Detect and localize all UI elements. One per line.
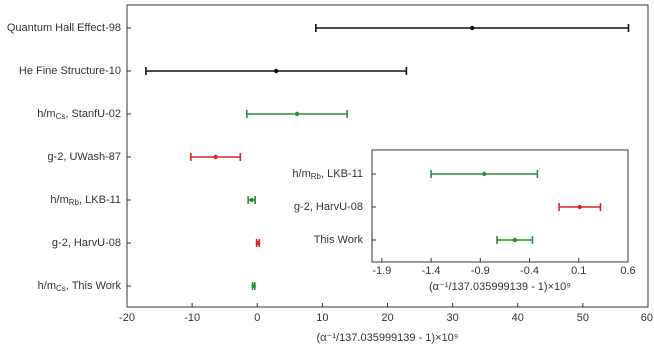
category-label: h/mCs, This Work (38, 280, 122, 293)
category-label: He Fine Structure-10 (19, 65, 121, 77)
point (213, 154, 218, 160)
x-tick-label: 50 (577, 312, 589, 324)
point (577, 204, 582, 210)
x-axis-label: (α⁻¹/137.035999139 - 1)×10⁹ (317, 332, 459, 344)
x-tick-label: -10 (184, 312, 200, 324)
x-tick-label: 10 (316, 312, 328, 324)
point (255, 240, 261, 246)
category-label: h/mCs, StanfU-02 (37, 108, 121, 121)
category-label: h/mRb, LKB-11 (50, 194, 121, 207)
inset-background (372, 150, 628, 262)
point (294, 111, 300, 117)
x-tick-label: -1.9 (372, 265, 391, 277)
x-tick-label: -20 (119, 312, 135, 324)
x-tick-label: -0.4 (520, 265, 539, 277)
x-tick-label: 0 (254, 312, 260, 324)
x-axis-label: (α⁻¹/137.035999139 - 1)×10⁹ (429, 281, 571, 293)
plot-frame (371, 149, 629, 263)
category-label: h/mRb, LKB-11 (292, 168, 363, 181)
x-tick-label: 20 (381, 312, 393, 324)
x-tick-label: 30 (447, 312, 459, 324)
point (482, 171, 487, 177)
category-label: g-2, HarvU-08 (52, 237, 121, 249)
point (512, 237, 517, 243)
x-tick-label: 40 (512, 312, 524, 324)
point (249, 197, 254, 203)
category-label: This Work (314, 234, 364, 246)
x-tick-label: -1.4 (422, 265, 441, 277)
x-tick-label: -0.9 (471, 265, 490, 277)
category-label: Quantum Hall Effect-98 (7, 22, 121, 34)
category-label: g-2, HarvU-08 (294, 201, 363, 213)
point (251, 283, 256, 289)
x-tick-label: 60 (641, 312, 653, 324)
point (273, 68, 279, 74)
category-label: g-2, UWash-87 (47, 151, 121, 163)
x-tick-label: 0.1 (571, 265, 586, 277)
x-tick-label: 0.6 (620, 265, 635, 277)
point (469, 25, 475, 31)
